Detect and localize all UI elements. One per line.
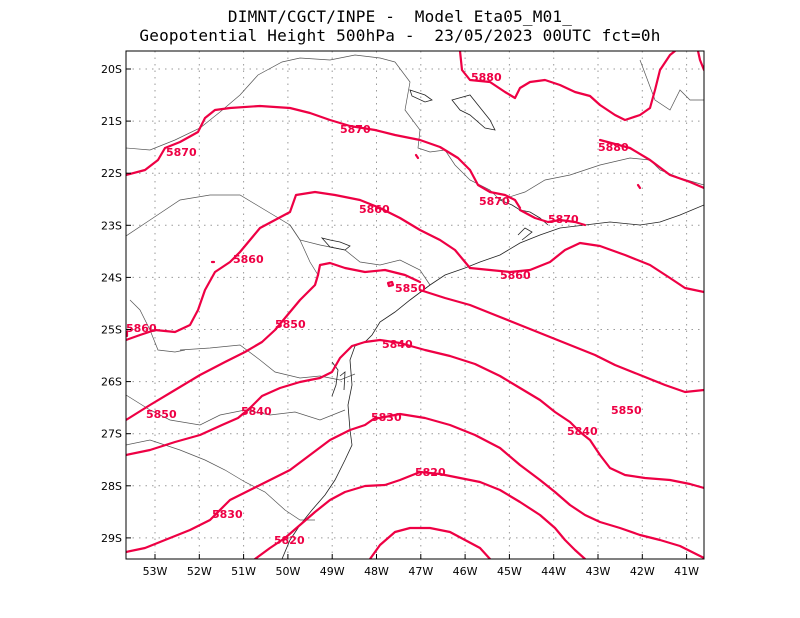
x-tick-label: 42W <box>630 565 655 578</box>
y-tick-label: 23S <box>101 219 122 232</box>
border-py <box>129 299 186 353</box>
plot-frame <box>125 50 705 560</box>
lake-reservoirs-2 <box>320 237 351 251</box>
y-axis: 20S 21S 22S 23S 24S 25S 26S 27S 28S 29S <box>101 63 131 545</box>
x-tick-label: 51W <box>231 565 256 578</box>
contour-small-4 <box>636 183 642 190</box>
contour-5830-a <box>126 412 704 559</box>
x-axis: 53W 52W 51W 50W 49W 48W 47W 46W 45W 44W 43W 42W 41W <box>143 554 699 578</box>
contour-label: 5840 <box>567 425 598 438</box>
x-tick-label: 45W <box>497 565 522 578</box>
grid <box>126 51 704 559</box>
contour-5860-a <box>126 190 472 342</box>
contour-label: 5880 <box>598 141 629 154</box>
contour-5840-b <box>398 341 704 490</box>
contour-label: 5840 <box>241 405 272 418</box>
contour-label: 5830 <box>371 411 402 424</box>
border-pr-sc <box>179 344 356 381</box>
border-ms-pr <box>126 194 319 276</box>
coastline <box>281 89 704 559</box>
x-tick-label: 44W <box>541 565 566 578</box>
chart-title-line-1: DIMNT/CGCT/INPE - Model Eta05_M01_ <box>227 7 573 26</box>
x-tick-label: 41W <box>674 565 699 578</box>
contour-label: 5870 <box>340 123 371 136</box>
x-tick-label: 47W <box>408 565 433 578</box>
contour-5810-a <box>368 526 492 559</box>
y-tick-label: 26S <box>101 376 122 389</box>
contour-5880-north <box>458 51 677 122</box>
contour-small-3 <box>414 153 420 160</box>
contour-label: 5860 <box>233 253 264 266</box>
border-mg-es <box>639 59 704 111</box>
contour-label: 5850 <box>611 404 642 417</box>
contour-label: 5850 <box>146 408 177 421</box>
border-sc-rs <box>126 394 346 426</box>
contour-label: 5840 <box>382 338 413 351</box>
border-ms-sp <box>126 54 396 151</box>
contour-label: 5830 <box>212 508 243 521</box>
contour-small-2 <box>386 280 395 288</box>
y-tick-label: 21S <box>101 115 122 128</box>
border-mg-rj <box>499 157 704 201</box>
y-tick-label: 27S <box>101 428 122 441</box>
x-tick-label: 52W <box>187 565 212 578</box>
contour-label: 5860 <box>500 269 531 282</box>
contour-5850-a <box>316 261 422 284</box>
y-tick-label: 28S <box>101 480 122 493</box>
contour-label: 5880 <box>471 71 502 84</box>
border-sp-pr <box>289 224 431 286</box>
y-tick-label: 24S <box>101 271 122 284</box>
contour-label: 5820 <box>274 534 305 547</box>
contour-5820-a <box>253 470 587 559</box>
contour-label: 5820 <box>415 466 446 479</box>
y-tick-label: 25S <box>101 324 122 337</box>
y-tick-label: 29S <box>101 532 122 545</box>
contour-label: 5850 <box>395 282 426 295</box>
lake-reservoirs-1 <box>451 94 496 131</box>
contour-label: 5870 <box>479 195 510 208</box>
contour-5850-b <box>126 273 320 422</box>
contour-5850-c <box>418 288 704 394</box>
x-tick-label: 46W <box>453 565 478 578</box>
contour-5860-b <box>468 241 704 294</box>
x-tick-label: 53W <box>143 565 168 578</box>
contour-label: 5860 <box>126 322 157 335</box>
contour-label: 5870 <box>548 213 579 226</box>
contour-5870-upper <box>126 104 522 210</box>
contour-5870-coast <box>518 208 587 227</box>
contours <box>126 51 704 559</box>
x-tick-label: 48W <box>364 565 389 578</box>
x-tick-label: 50W <box>275 565 300 578</box>
coast-south <box>281 204 704 559</box>
contour-5880-east <box>598 51 704 190</box>
contour-labels: 5880 5880 5870 5870 5870 5870 5860 5860 … <box>126 71 642 547</box>
x-tick-label: 43W <box>586 565 611 578</box>
contour-label: 5860 <box>359 203 390 216</box>
contour-label: 5870 <box>166 146 197 159</box>
y-tick-label: 20S <box>101 63 122 76</box>
contour-label: 5850 <box>275 318 306 331</box>
contour-5840-a <box>126 338 402 457</box>
lake-reservoirs-3 <box>409 89 433 103</box>
y-tick-label: 22S <box>101 167 122 180</box>
chart-title-line-2: Geopotential Height 500hPa - 23/05/2023 … <box>139 26 661 45</box>
x-tick-label: 49W <box>320 565 345 578</box>
